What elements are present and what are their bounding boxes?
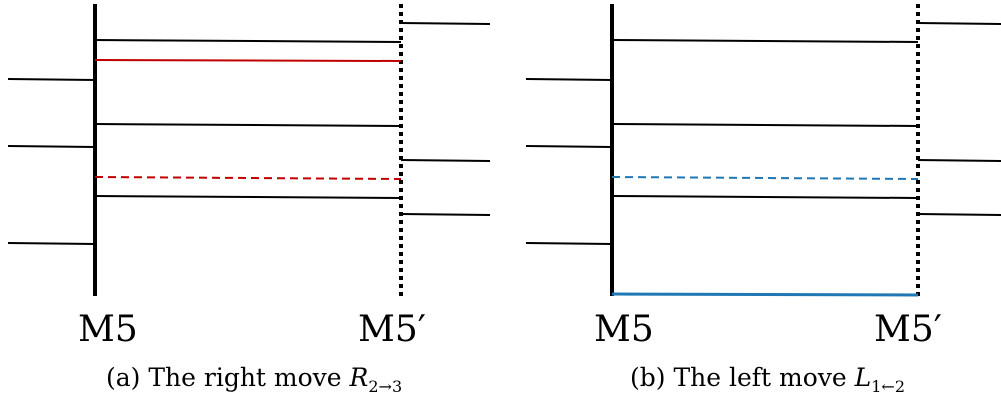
rung-blue-solid [611,292,919,297]
rung-red-solid [94,59,402,62]
label-m5-b: M5 [594,309,654,350]
label-m5-a: M5 [78,309,138,350]
rung-1 [94,39,402,43]
rung-3 [611,195,919,199]
left-stub-1 [525,78,613,81]
panel-a: M5 M5′ (a) The right move R2→3 [7,4,491,396]
right-stub-3 [400,213,491,216]
left-stub-2 [525,145,613,148]
right-stub-2 [400,159,491,162]
right-stub-3 [917,213,1001,216]
rung-blue-dashed [611,176,919,180]
label-m5-prime-b: M5′ [874,309,942,350]
caption-b: (b) The left move L1←2 [630,363,905,396]
right-stub-2 [917,159,1001,162]
rung-1 [611,39,919,43]
caption-b-subscript: 1←2 [871,377,905,396]
rung-2 [611,123,919,127]
left-stub-2 [7,145,96,148]
caption-a-subscript: 2→3 [368,377,402,396]
left-stub-3 [525,242,613,245]
right-stub-1 [400,22,491,25]
rung-2 [94,123,402,127]
label-m5-prime-a: M5′ [358,309,426,350]
caption-a-prefix: (a) The right move [106,363,350,392]
caption-b-prefix: (b) The left move [630,363,855,392]
right-stub-1 [917,22,1001,25]
caption-a: (a) The right move R2→3 [106,363,402,396]
caption-a-symbol: R [349,363,369,392]
rung-3 [94,195,402,199]
rung-red-dashed [94,176,402,180]
panel-b: M5 M5′ (b) The left move L1←2 [525,4,1001,396]
left-stub-1 [7,78,96,81]
left-stub-3 [7,242,96,245]
caption-b-symbol: L [854,363,872,392]
